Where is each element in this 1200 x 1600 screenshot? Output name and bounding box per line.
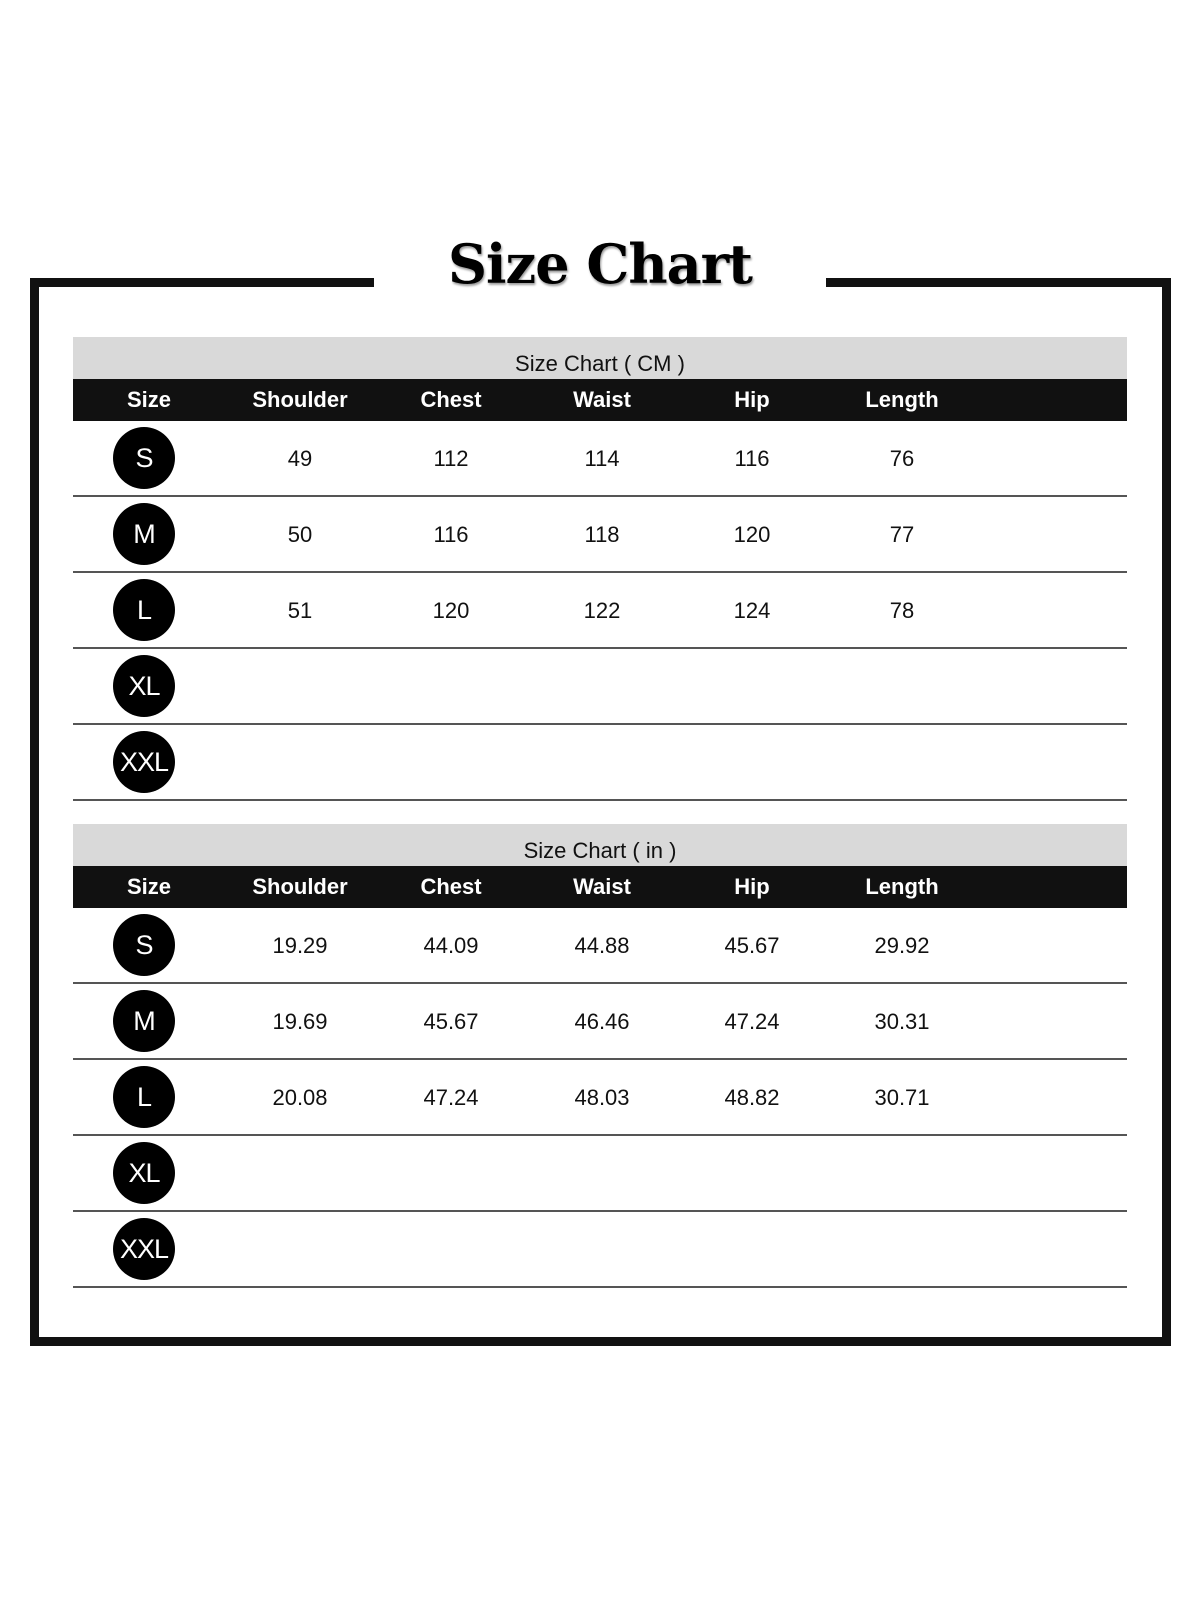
size-badge: L (113, 1066, 175, 1128)
size-badge: XL (113, 655, 175, 717)
table-cell: 120 (733, 522, 771, 547)
table-cell: 45.67 (724, 933, 780, 958)
column-header: Hip (734, 387, 770, 412)
column-header: Length (865, 874, 939, 899)
table-cell: 112 (433, 446, 469, 471)
table-row: M 50 116 118 120 77 (73, 497, 1127, 573)
size-badge: S (113, 427, 175, 489)
table-caption: Size Chart ( CM ) (73, 337, 1127, 379)
table-cell: 44.88 (574, 933, 630, 958)
table-cell: 114 (584, 446, 620, 471)
table-row: L 51 120 122 124 78 (73, 573, 1127, 649)
frame-gap (374, 270, 826, 294)
table-cell: 118 (584, 522, 620, 547)
table-header: Size Shoulder Chest Waist Hip Length (73, 866, 1127, 908)
table-cell: 19.69 (272, 1009, 328, 1034)
size-badge: M (113, 503, 175, 565)
table-cell: 76 (889, 446, 915, 471)
table-row: XXL (73, 1212, 1127, 1288)
table-cell: 45.67 (423, 1009, 479, 1034)
table-cell: 20.08 (272, 1085, 328, 1110)
table-cell: 30.71 (874, 1085, 930, 1110)
table-row: XXL (73, 725, 1127, 801)
column-header: Shoulder (252, 387, 348, 412)
table-cell: 19.29 (272, 933, 328, 958)
table-cell: 122 (583, 598, 621, 623)
column-header: Waist (573, 874, 631, 899)
table-cell: 116 (734, 446, 770, 471)
table-cell: 47.24 (423, 1085, 479, 1110)
column-header: Chest (420, 387, 482, 412)
table-cell: 120 (432, 598, 470, 623)
table-row: L 20.08 47.24 48.03 48.82 30.71 (73, 1060, 1127, 1136)
table-cell: 78 (889, 598, 915, 623)
size-badge: XL (113, 1142, 175, 1204)
table-cell: 46.46 (574, 1009, 630, 1034)
table-header: Size Shoulder Chest Waist Hip Length (73, 379, 1127, 421)
table-cell: 116 (433, 522, 469, 547)
table-row: S 49 112 114 116 76 (73, 421, 1127, 497)
size-table-cm: Size Chart ( CM ) Size Shoulder Chest Waist H… (73, 337, 1127, 801)
table-row: M 19.69 45.67 46.46 47.24 30.31 (73, 984, 1127, 1060)
size-badge: XXL (113, 1218, 175, 1280)
page-title: Size Chart (448, 232, 753, 296)
column-header: Waist (573, 387, 631, 412)
size-badge: M (113, 990, 175, 1052)
table-cell: 49 (287, 446, 313, 471)
table-row: S 19.29 44.09 44.88 45.67 29.92 (73, 908, 1127, 984)
table-row: XL (73, 649, 1127, 725)
table-cell: 47.24 (724, 1009, 780, 1034)
table-cell: 51 (287, 598, 313, 623)
table-cell: 50 (287, 522, 313, 547)
column-header: Chest (420, 874, 482, 899)
table-cell: 30.31 (874, 1009, 930, 1034)
table-cell: 124 (733, 598, 771, 623)
table-cell: 29.92 (874, 933, 930, 958)
table-caption: Size Chart ( in ) (73, 824, 1127, 866)
column-header: Hip (734, 874, 770, 899)
table-cell: 48.03 (574, 1085, 630, 1110)
table-row: XL (73, 1136, 1127, 1212)
size-badge: L (113, 579, 175, 641)
table-cell: 44.09 (423, 933, 479, 958)
column-header: Shoulder (252, 874, 348, 899)
size-badge: S (113, 914, 175, 976)
table-cell: 77 (889, 522, 915, 547)
size-table-inches: Size Chart ( in ) Size Shoulder Chest Waist H… (73, 824, 1127, 1288)
size-badge: XXL (113, 731, 175, 793)
column-header: Size (126, 874, 172, 899)
table-cell: 48.82 (724, 1085, 780, 1110)
column-header: Size (126, 387, 172, 412)
column-header: Length (865, 387, 939, 412)
